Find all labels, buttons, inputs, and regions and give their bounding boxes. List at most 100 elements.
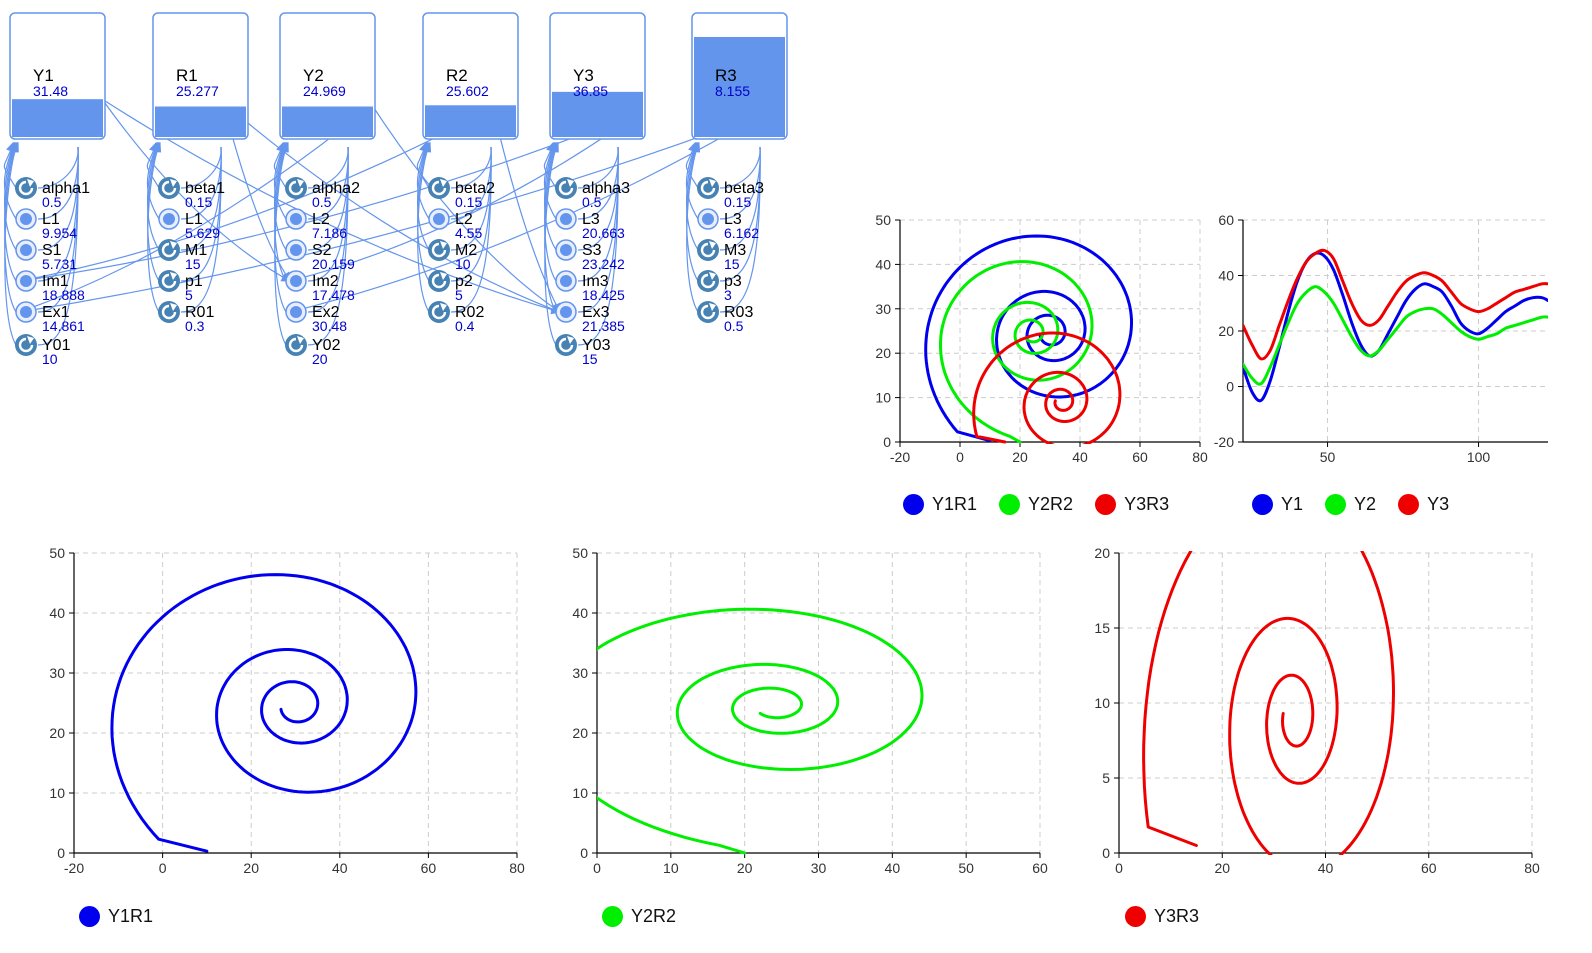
phase-plot-y2r2: 0 10 20 30 40 50 60 0 10 20 30 40 50 — [572, 545, 1048, 876]
param-value: 23.242 — [582, 256, 625, 272]
param-s1[interactable]: S15.731 — [15, 239, 77, 272]
y-tick-label: 30 — [572, 665, 588, 681]
legend-item-y2r2[interactable]: Y2R2 — [602, 906, 676, 927]
x-tick-label: 80 — [1524, 860, 1540, 876]
param-l2[interactable]: L27.186 — [285, 208, 347, 241]
legend-label: Y2R2 — [1028, 494, 1074, 514]
stock-name: Y1 — [33, 66, 54, 85]
x-tick-label: 0 — [956, 449, 964, 465]
gear-icon — [15, 334, 37, 356]
legend-item-y2r2[interactable]: Y2R2 — [999, 494, 1073, 515]
param-l2[interactable]: L24.55 — [428, 208, 482, 241]
param-value: 14.861 — [42, 318, 85, 334]
param-name: L1 — [42, 211, 60, 228]
param-name: L2 — [312, 211, 330, 228]
stock-name: R2 — [446, 66, 468, 85]
x-tick-label: 30 — [811, 860, 827, 876]
param-p2[interactable]: p25 — [428, 270, 473, 303]
x-tick-label: 0 — [159, 860, 167, 876]
stock-level-fill — [694, 36, 785, 137]
y-tick-label: 10 — [572, 785, 588, 801]
flow-link — [288, 110, 643, 284]
flow-link — [4, 141, 18, 282]
legend-item-y1r1[interactable]: Y1R1 — [903, 494, 977, 515]
legend-item-y1r1[interactable]: Y1R1 — [79, 906, 153, 927]
y-tick-label: 0 — [57, 845, 65, 861]
param-name: Im3 — [582, 273, 609, 290]
stock-level-fill — [155, 106, 246, 137]
flow-link — [543, 141, 557, 251]
flow-link — [577, 146, 619, 346]
param-l3[interactable]: L36.162 — [697, 208, 759, 241]
variable-icon — [555, 301, 577, 323]
param-p3[interactable]: p33 — [697, 270, 742, 303]
gear-icon — [158, 270, 180, 292]
param-value: 17.478 — [312, 287, 355, 303]
series-line-y3r3 — [1142, 551, 1395, 855]
param-l1[interactable]: L19.954 — [15, 208, 77, 241]
legend-item-y3r3[interactable]: Y3R3 — [1095, 494, 1169, 515]
flow-link — [222, 101, 562, 314]
param-p1[interactable]: p15 — [158, 270, 203, 303]
legend-swatch — [602, 906, 623, 927]
y-tick-label: -20 — [1214, 434, 1234, 450]
x-tick-label: 80 — [1192, 449, 1208, 465]
gear-icon — [697, 301, 719, 323]
variable-icon — [15, 208, 37, 230]
param-value: 0.5 — [724, 318, 744, 334]
flow-link — [180, 146, 222, 313]
variable-icon — [285, 270, 307, 292]
series-line-y2r2 — [597, 607, 924, 855]
series-line-y1r1 — [924, 234, 1133, 443]
param-value: 30.48 — [312, 318, 347, 334]
param-value: 0.5 — [42, 194, 62, 210]
stock-r3[interactable]: R38.155 — [691, 12, 788, 140]
param-value: 15 — [185, 256, 201, 272]
series-line-y1r1 — [110, 573, 418, 853]
y-tick-label: 10 — [875, 390, 891, 406]
legend-item-y1[interactable]: Y1 — [1252, 494, 1303, 515]
param-name: M2 — [455, 242, 477, 259]
legend-item-y3r3[interactable]: Y3R3 — [1125, 906, 1199, 927]
param-value: 0.15 — [724, 194, 751, 210]
param-value: 9.954 — [42, 225, 77, 241]
gear-icon — [285, 334, 307, 356]
param-value: 10 — [42, 351, 58, 367]
x-tick-label: 10 — [663, 860, 679, 876]
legend-item-y3[interactable]: Y3 — [1398, 494, 1449, 515]
x-tick-label: 80 — [509, 860, 525, 876]
legend-item-y2[interactable]: Y2 — [1325, 494, 1376, 515]
flow-link — [4, 141, 19, 313]
legend-swatch — [1325, 494, 1347, 515]
param-l1[interactable]: L15.629 — [158, 208, 220, 241]
